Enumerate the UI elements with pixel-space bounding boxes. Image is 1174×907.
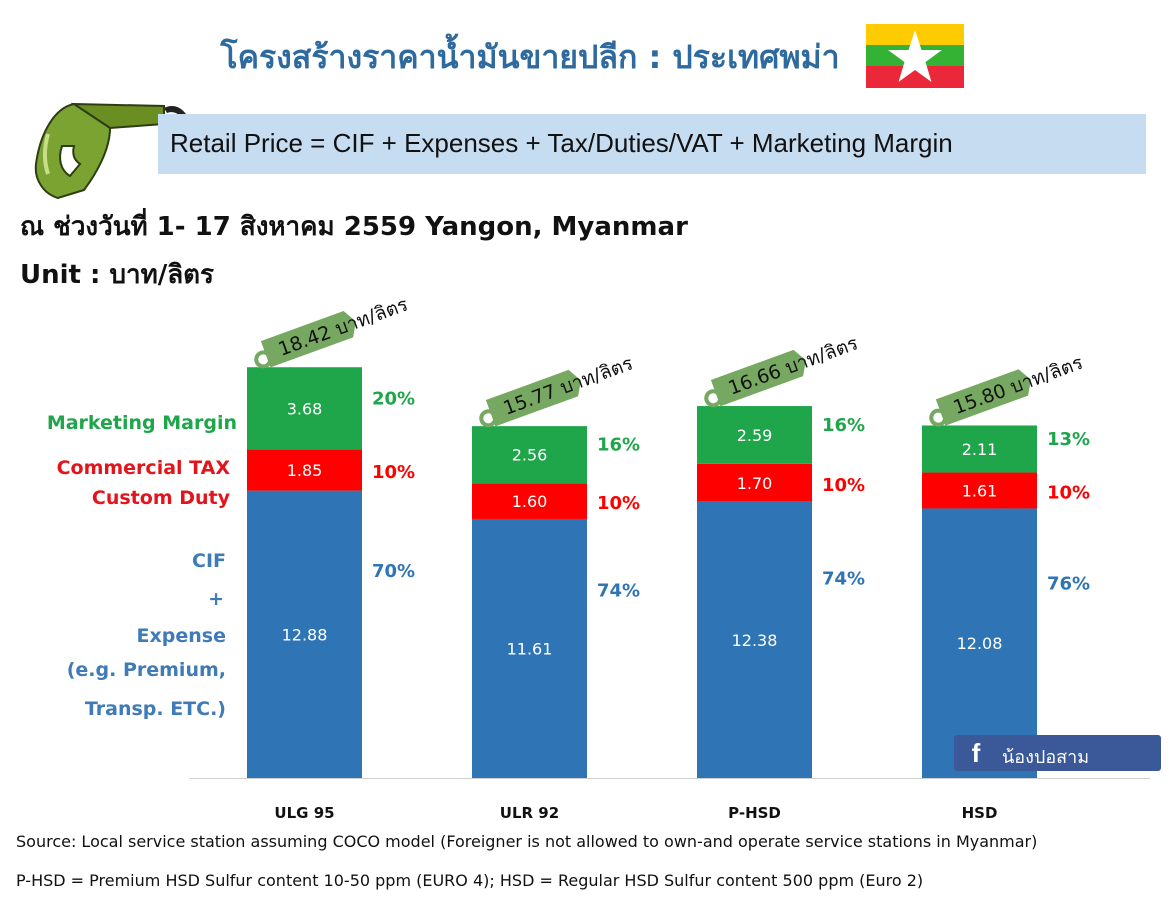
price-tag-ULG 95: 18.42 บาท/ลิตร [254,293,411,369]
unit-label: Unit : บาท/ลิตร [20,260,214,290]
value-label-ULR 92-1: 1.60 [512,492,548,511]
percent-label-ULR 92-1: 10% [597,493,640,514]
price-tag-shape-HSD [935,369,1031,426]
value-label-ULG 95-1: 1.85 [287,461,323,480]
total-label-ULR 92: 15.77 บาท/ลิตร [500,352,636,419]
bar-segment-HSD-2 [922,425,1037,473]
value-label-P-HSD-0: 12.38 [732,631,778,650]
legend-cif-line-4: (e.g. Premium, [66,659,226,681]
price-tag-P-HSD: 16.66 บาท/ลิตร [704,332,861,408]
legend-cif-line-1: CIF [192,550,226,572]
formula-text: Retail Price = CIF + Expenses + Tax/Duti… [170,128,953,158]
percent-label-ULG 95-1: 10% [372,462,415,483]
percent-label-HSD-2: 13% [1047,429,1090,450]
value-label-HSD-1: 1.61 [962,482,998,501]
bar-segment-P-HSD-1 [697,463,812,502]
legend-cif-line-5: Transp. ETC.) [84,698,226,720]
percent-label-ULR 92-0: 74% [597,581,640,602]
page-title: โครงสร้างราคาน้ำมันขายปลีก : ประเทศพม่า [220,38,840,76]
source-note: Source: Local service station assuming C… [16,832,1038,851]
price-tag-string-P-HSD [704,389,723,408]
bar-segment-ULG 95-1 [247,449,362,491]
price-tag-HSD: 15.80 บาท/ลิตร [929,352,1086,427]
price-tag-ULR 92: 15.77 บาท/ลิตร [479,352,636,428]
legend-commercial-tax: Commercial TAX [56,457,230,479]
bar-segment-P-HSD-0 [697,501,812,778]
percent-label-P-HSD-2: 16% [822,415,865,436]
category-label-P-HSD: P-HSD [728,804,781,822]
facebook-page-name: น้องปอสาม [1002,747,1090,768]
bar-segment-ULG 95-0 [247,490,362,778]
bar-segment-HSD-1 [922,472,1037,509]
value-label-ULG 95-0: 12.88 [282,625,328,644]
price-tag-string-HSD [929,408,948,427]
legend-marketing-margin: Marketing Margin [46,412,237,434]
formula-box: Retail Price = CIF + Expenses + Tax/Duti… [158,114,1146,174]
price-tag-string-ULR 92 [479,409,498,428]
total-label-HSD: 15.80 บาท/ลิตร [950,352,1086,419]
total-label-ULG 95: 18.42 บาท/ลิตร [275,293,411,360]
percent-label-P-HSD-0: 74% [822,569,865,590]
value-label-HSD-2: 2.11 [962,440,998,459]
bar-segment-ULR 92-0 [472,518,587,778]
value-label-P-HSD-2: 2.59 [737,426,773,445]
bar-segment-HSD-0 [922,508,1037,778]
bar-segment-ULR 92-1 [472,483,587,519]
price-tag-shape-ULG 95 [260,311,356,368]
percent-label-ULG 95-2: 20% [372,388,415,409]
facebook-page-badge[interactable]: f น้องปอสาม [954,735,1161,771]
category-label-HSD: HSD [962,804,998,822]
value-label-ULR 92-2: 2.56 [512,446,548,465]
value-label-P-HSD-1: 1.70 [737,474,773,493]
percent-label-HSD-0: 76% [1047,573,1090,594]
price-tag-shape-ULR 92 [485,369,581,427]
myanmar-flag-icon [866,24,964,88]
percent-label-HSD-1: 10% [1047,483,1090,504]
bar-segment-ULR 92-2 [472,426,587,484]
bar-segment-P-HSD-2 [697,406,812,464]
legend-custom-duty: Custom Duty [91,487,230,509]
fuel-grade-note: P-HSD = Premium HSD Sulfur content 10-50… [16,871,924,890]
legend-cif-line-3: Expense [136,625,226,647]
total-label-P-HSD: 16.66 บาท/ลิตร [725,332,861,399]
category-label-ULG 95: ULG 95 [274,804,334,822]
value-label-HSD-0: 12.08 [957,634,1003,653]
category-label-ULR 92: ULR 92 [500,804,559,822]
percent-label-ULR 92-2: 16% [597,435,640,456]
facebook-icon: f [971,738,981,768]
bar-segment-ULG 95-2 [247,367,362,450]
price-tag-string-ULG 95 [254,350,273,369]
legend-cif-line-2: + [208,588,224,610]
price-tag-shape-P-HSD [710,349,806,407]
percent-label-ULG 95-0: 70% [372,561,415,582]
value-label-ULG 95-2: 3.68 [287,399,323,418]
value-label-ULR 92-0: 11.61 [507,639,553,658]
percent-label-P-HSD-1: 10% [822,475,865,496]
date-location-subtitle: ณ ช่วงวันที่ 1- 17 สิงหาคม 2559 Yangon, … [20,212,688,242]
fuel-nozzle-icon [34,102,186,200]
